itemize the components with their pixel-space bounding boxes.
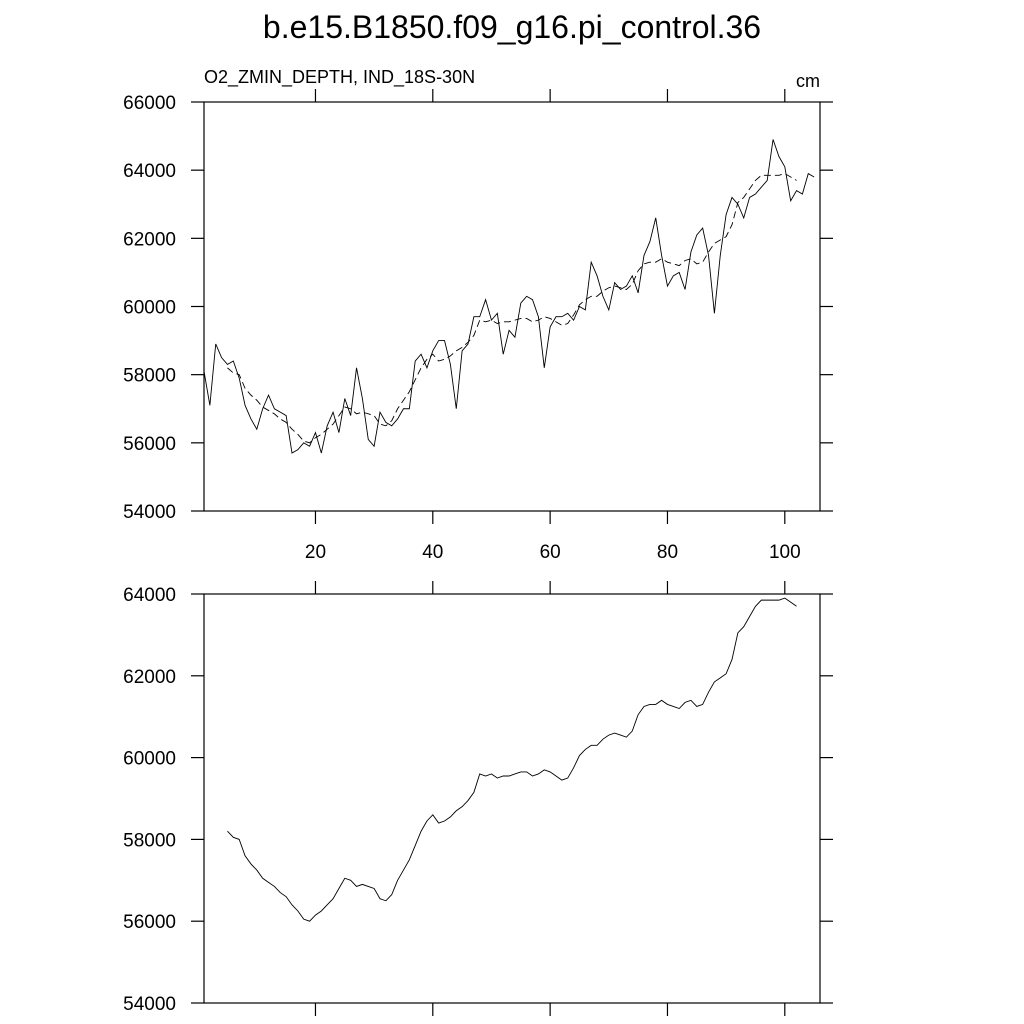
x-tick-label: 60 (540, 542, 561, 563)
plot-frame (203, 101, 821, 512)
y-tick-label: 54000 (123, 994, 176, 1015)
y-tick-label: 58000 (123, 830, 176, 851)
chart-title: b.e15.B1850.f09_g16.pi_control.36 (263, 9, 761, 45)
y-tick-label: 62000 (123, 229, 176, 250)
y-tick-label: 56000 (123, 912, 176, 933)
y-tick-label: 64000 (123, 585, 176, 606)
y-tick-label: 60000 (123, 749, 176, 770)
plot-frame (203, 593, 821, 1004)
y-tick-label: 64000 (123, 161, 176, 182)
x-tick-label: 20 (305, 542, 326, 563)
data-line (203, 139, 815, 454)
x-tick-label: 40 (422, 542, 443, 563)
y-tick-label: 66000 (123, 93, 176, 114)
units-label: cm (796, 71, 820, 91)
left-subtitle: O2_ZMIN_DEPTH, IND_18S-30N (204, 67, 475, 88)
y-tick-label: 62000 (123, 667, 176, 688)
x-tick-label: 100 (769, 542, 801, 563)
y-tick-label: 54000 (123, 502, 176, 523)
y-tick-label: 58000 (123, 366, 176, 387)
y-tick-label: 56000 (123, 434, 176, 455)
x-tick-label: 80 (657, 542, 678, 563)
smoothed-line (227, 173, 797, 444)
data-line (227, 597, 797, 922)
y-tick-label: 60000 (123, 298, 176, 319)
